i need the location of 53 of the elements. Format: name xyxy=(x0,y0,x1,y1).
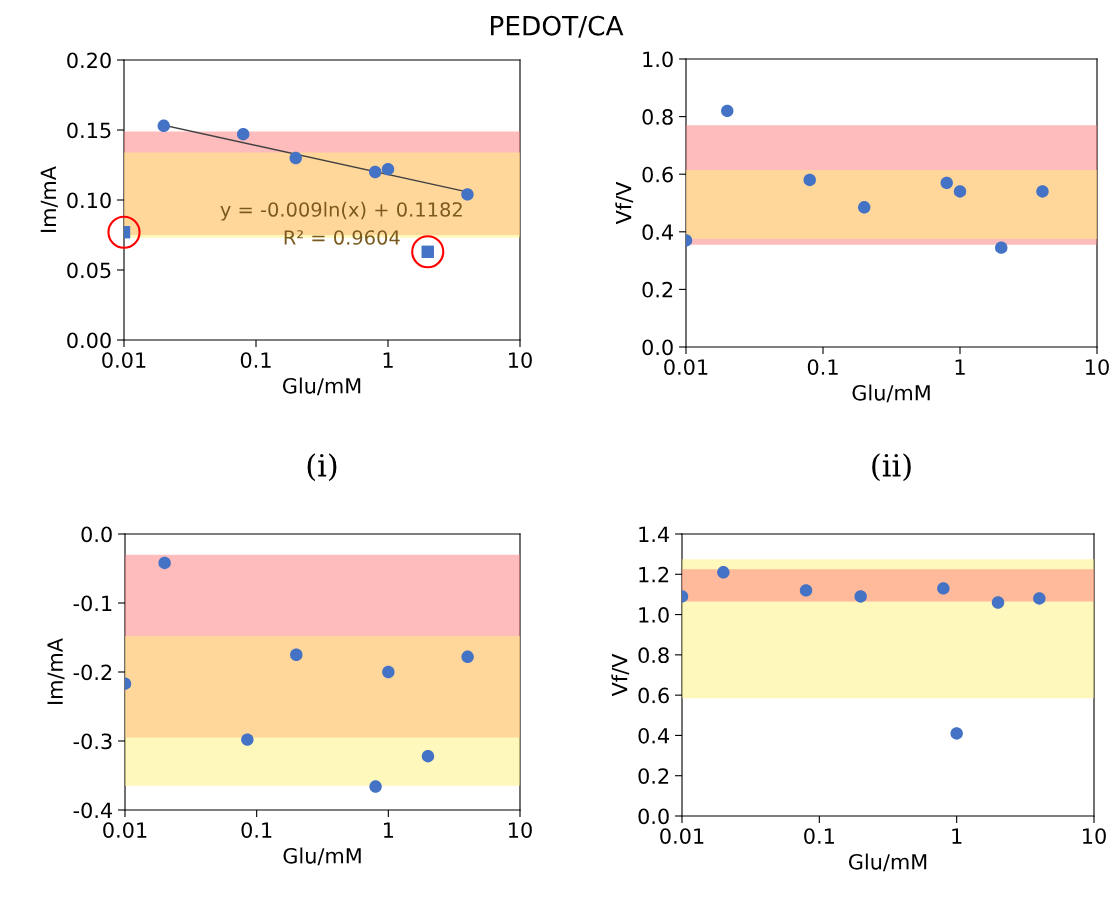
chart-title: PEDOT/CA xyxy=(491,15,624,38)
y-tick-label: 0.2 xyxy=(642,281,673,298)
y-tick-label: 0.4 xyxy=(642,224,674,241)
x-tick-label: 0.1 xyxy=(804,828,834,844)
x-tick-label: 0.1 xyxy=(807,359,838,375)
x-tick-label: 0.01 xyxy=(102,352,146,368)
x-tick-label: 1 xyxy=(952,828,962,844)
x-tick-label: 10 xyxy=(1086,359,1109,375)
y-tick-label: 0.6 xyxy=(638,687,669,704)
x-tick-label: 10 xyxy=(1083,828,1106,844)
x-tick-label: 1 xyxy=(383,352,393,368)
y-tick-label: 1.0 xyxy=(639,607,669,623)
y-tick-label: 0.6 xyxy=(642,166,673,183)
x-tick-label: 0.01 xyxy=(660,828,704,844)
y-tick-label: 0.15 xyxy=(67,122,111,139)
x-tick-label: 0.01 xyxy=(664,359,708,375)
y-tick-label: 0.0 xyxy=(642,339,673,356)
x-tick-label: 10 xyxy=(509,352,532,368)
y-tick-label: 1.2 xyxy=(639,566,669,583)
y-tick-label: 0.10 xyxy=(67,192,111,209)
x-axis-title: Glu/mM xyxy=(283,847,361,866)
x-axis-title: Glu/mM xyxy=(848,853,927,872)
x-axis-title: Glu/mM xyxy=(282,377,361,396)
y-axis-title: Vf/V xyxy=(611,653,630,697)
y-axis-title: Im/mA xyxy=(47,638,65,704)
y-tick-label: -0.2 xyxy=(73,664,112,681)
x-tick-label: 0.1 xyxy=(240,352,271,368)
y-tick-label: -0.4 xyxy=(73,802,113,819)
x-tick-label: 1 xyxy=(955,359,965,375)
x-tick-label: 0.01 xyxy=(103,822,147,838)
text: (i) xyxy=(307,453,337,482)
y-tick-label: 0.05 xyxy=(67,262,111,279)
y-tick-label: -0.3 xyxy=(73,733,112,750)
annotation: y = -0.009ln(x) + 0.1182 xyxy=(220,201,462,221)
x-tick-label: 0.1 xyxy=(241,822,272,838)
y-axis-title: Vf/V xyxy=(615,181,634,225)
x-tick-label: 10 xyxy=(509,822,532,838)
text: (ii) xyxy=(872,453,911,482)
y-tick-label: 0.20 xyxy=(67,52,111,69)
y-tick-label: -0.1 xyxy=(73,595,112,612)
y-tick-label: 0.0 xyxy=(81,526,112,543)
y-tick-label: 0.00 xyxy=(67,332,111,349)
annotation: R² = 0.9604 xyxy=(284,230,400,245)
y-axis-title: Im/mA xyxy=(40,166,58,232)
y-tick-label: 1.0 xyxy=(643,51,673,68)
x-tick-label: 1 xyxy=(383,822,394,838)
y-tick-label: 0.2 xyxy=(638,768,669,784)
y-tick-label: 1.4 xyxy=(639,526,670,542)
y-tick-label: 0.0 xyxy=(638,808,669,825)
y-tick-label: 0.8 xyxy=(638,647,669,664)
y-tick-label: 0.4 xyxy=(638,727,670,744)
y-tick-label: 0.8 xyxy=(642,109,673,125)
x-axis-title: Glu/mM xyxy=(852,384,930,403)
